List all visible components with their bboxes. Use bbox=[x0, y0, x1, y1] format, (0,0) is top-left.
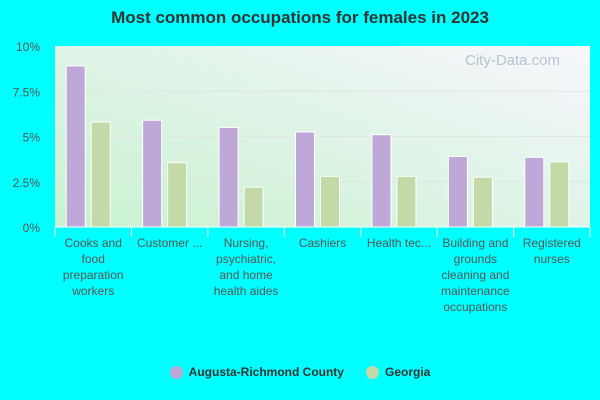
bar-georgia bbox=[549, 161, 570, 228]
x-tick-label: Cooks and food preparation workers bbox=[62, 236, 124, 298]
bar-augusta bbox=[524, 156, 545, 228]
legend-item: Augusta-Richmond County bbox=[169, 365, 344, 379]
watermark: City-Data.com bbox=[465, 52, 560, 69]
bar-augusta bbox=[371, 134, 392, 228]
chart-title: Most common occupations for females in 2… bbox=[111, 8, 489, 27]
y-tick-label: 10% bbox=[16, 40, 40, 54]
bar-augusta bbox=[447, 155, 468, 228]
bar-georgia bbox=[167, 162, 188, 228]
x-tick-label: Cashiers bbox=[298, 236, 347, 250]
legend: Augusta-Richmond County Georgia bbox=[0, 365, 600, 379]
bar-augusta bbox=[142, 119, 163, 228]
bar-georgia bbox=[472, 176, 493, 228]
bar-augusta bbox=[65, 65, 86, 228]
y-tick-label: 2.5% bbox=[13, 176, 41, 190]
x-tick-label: Health tec... bbox=[366, 236, 431, 250]
y-tick-label: 5% bbox=[23, 131, 41, 145]
bar-georgia bbox=[90, 121, 111, 228]
bar-georgia bbox=[396, 175, 417, 228]
legend-item: Georgia bbox=[365, 365, 431, 379]
legend-label: Georgia bbox=[384, 365, 431, 379]
bar-georgia bbox=[320, 175, 340, 228]
x-tick-label: Registered nurses bbox=[522, 236, 581, 266]
x-tick-label: Customer ... bbox=[136, 236, 203, 250]
bar-augusta bbox=[295, 131, 315, 228]
x-tick-label: Nursing, psychiatric, and home health ai… bbox=[213, 236, 279, 298]
x-tick-label: Building and grounds cleaning and mainte… bbox=[440, 236, 510, 314]
legend-swatch bbox=[169, 365, 183, 379]
bar-augusta bbox=[218, 126, 239, 228]
legend-swatch bbox=[365, 365, 379, 379]
y-tick-label: 7.5% bbox=[13, 85, 41, 99]
y-tick-label: 0% bbox=[23, 221, 41, 235]
bar-georgia bbox=[243, 186, 264, 228]
legend-label: Augusta-Richmond County bbox=[188, 365, 344, 379]
